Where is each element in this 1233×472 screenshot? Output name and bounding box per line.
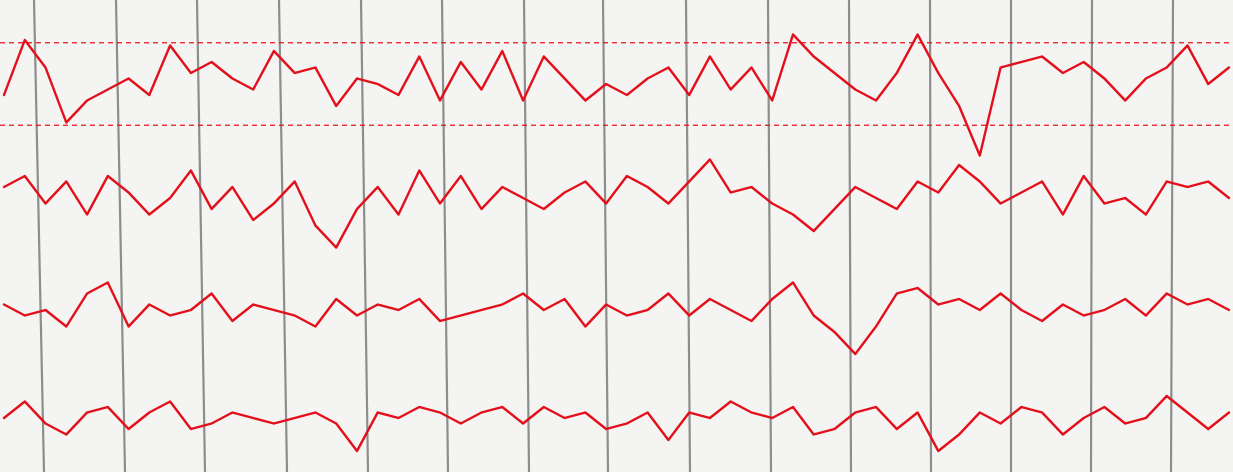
grid-line xyxy=(1091,0,1092,472)
grid-line xyxy=(930,0,931,472)
background xyxy=(0,0,1233,472)
page: (() => { const data = JSON.parse(documen… xyxy=(0,0,1233,472)
chart xyxy=(0,0,1233,472)
